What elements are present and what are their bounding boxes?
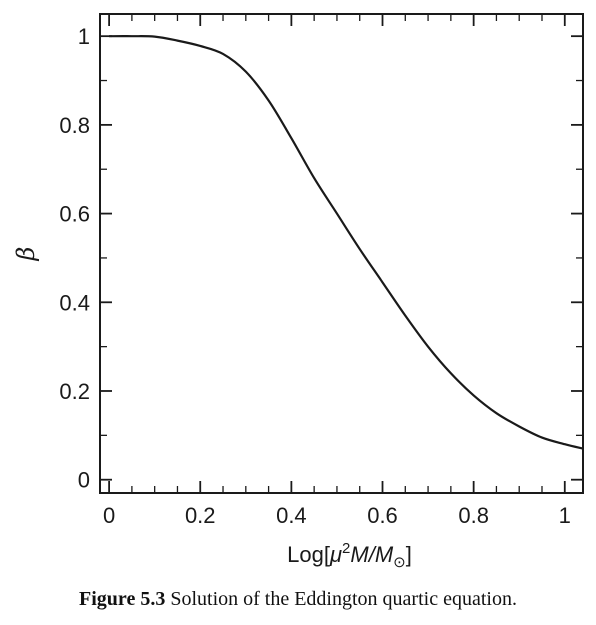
x-axis-label-exponent: 2	[342, 540, 350, 557]
x-axis-label-mass: M/M	[350, 542, 393, 567]
x-tick-label: 0.8	[458, 503, 489, 528]
x-tick-label: 0.2	[185, 503, 216, 528]
y-tick-label: 0.4	[59, 290, 90, 315]
x-tick-label: 0.4	[276, 503, 307, 528]
y-axis-label: β	[12, 247, 40, 262]
series-lines	[109, 35, 584, 450]
y-tick-label: 0.2	[59, 379, 90, 404]
tick-marks	[100, 14, 583, 493]
x-axis-label-suffix: ]	[406, 542, 412, 567]
tick-labels: 0 0.2 0.4 0.6 0.8 1 0 0.2 0.4 0.6 0.8 1	[59, 24, 570, 528]
x-tick-label: 1	[559, 503, 571, 528]
x-tick-label: 0	[103, 503, 115, 528]
y-tick-label: 0.8	[59, 113, 90, 138]
figure-caption: Figure 5.3 Solution of the Eddington qua…	[0, 588, 596, 611]
figure-caption-text: Solution of the Eddington quartic equati…	[170, 588, 517, 610]
plot-frame	[99, 13, 584, 494]
x-axis-label: Log[μ2M/M⊙]	[287, 540, 412, 571]
y-tick-label: 0.6	[59, 202, 90, 227]
series-line-0	[109, 35, 584, 450]
x-axis-label-mu: μ	[329, 542, 342, 567]
x-axis-label-sun: ⊙	[393, 554, 406, 571]
y-tick-label: 1	[78, 24, 90, 49]
figure-number: Figure 5.3	[79, 588, 166, 610]
x-tick-label: 0.6	[367, 503, 398, 528]
x-axis-label-prefix: Log[	[287, 542, 330, 567]
y-tick-label: 0	[78, 468, 90, 493]
